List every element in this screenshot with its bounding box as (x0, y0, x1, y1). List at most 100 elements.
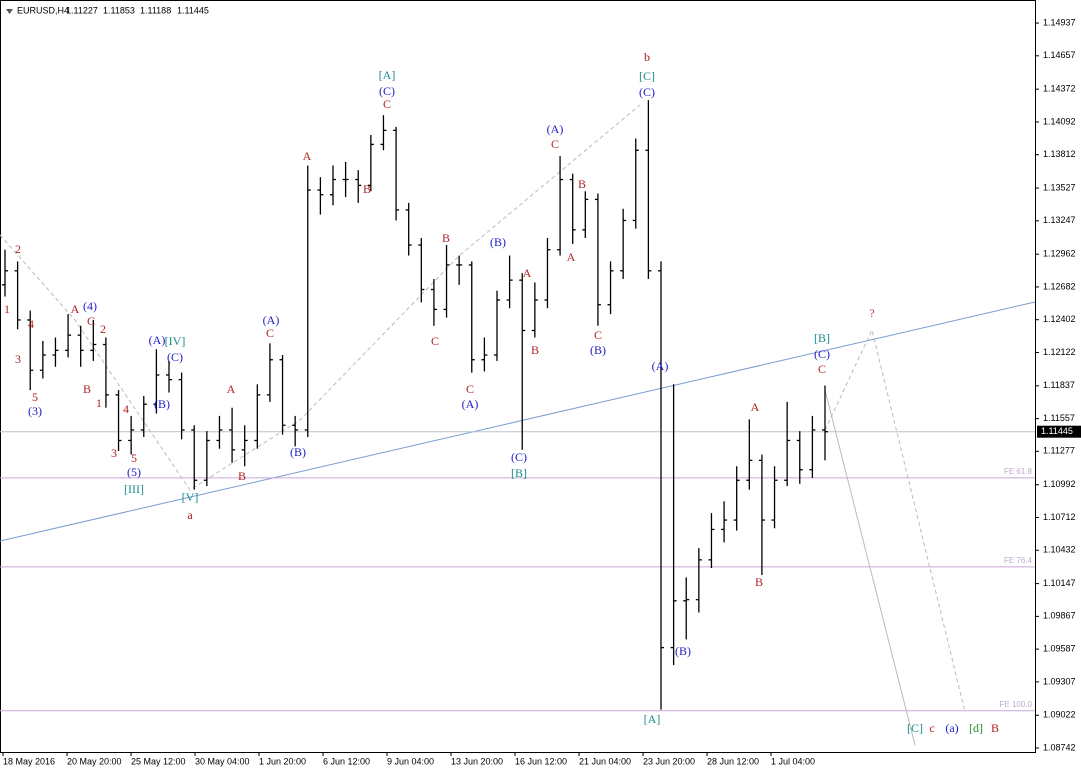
menu-arrow[interactable] (6, 9, 13, 14)
wave-label: 3 (111, 446, 117, 460)
y-tick-label: 1.08742 (1043, 742, 1076, 752)
wave-label: (A) (149, 333, 166, 347)
wave-label: (B) (490, 235, 506, 249)
y-tick-label: 1.10432 (1043, 545, 1076, 555)
wave-label: (3) (28, 404, 42, 418)
fe-level-label: FE 100.0 (1000, 700, 1033, 709)
wave-label: 1 (96, 396, 102, 410)
wave-label: (B) (290, 445, 306, 459)
wave-label: [B] (511, 466, 527, 480)
y-tick-label: 1.09867 (1043, 611, 1076, 621)
wave-label: C (266, 326, 274, 340)
wave-label: A (751, 400, 760, 414)
x-tick-label: 21 Jun 04:00 (579, 756, 631, 766)
projection-line (824, 389, 916, 746)
wave-label: B (442, 231, 450, 245)
wave-label: (A) (263, 313, 280, 327)
x-tick-label: 18 May 2016 (3, 756, 55, 766)
wave-label: (B) (154, 397, 170, 411)
wave-label: B (83, 382, 91, 396)
wave-label: [d] (969, 721, 983, 735)
wave-label: B (363, 182, 371, 196)
trend-line (0, 301, 1036, 542)
y-tick-label: 1.13812 (1043, 149, 1076, 159)
wave-dashed-line (0, 104, 641, 491)
x-tick-label: 13 Jun 20:00 (451, 756, 503, 766)
wave-label: [C] (639, 69, 655, 83)
wave-label: 5 (32, 390, 38, 404)
y-tick-label: 1.11277 (1043, 446, 1075, 456)
wave-label: (C) (167, 350, 183, 364)
projection-dashed-line (824, 328, 966, 713)
y-tick-label: 1.09022 (1043, 710, 1076, 720)
wave-label: (C) (814, 347, 830, 361)
x-tick-label: 1 Jul 04:00 (771, 756, 815, 766)
wave-label: C (818, 362, 826, 376)
y-tick-label: 1.10147 (1043, 578, 1076, 588)
y-tick-label: 1.09587 (1043, 644, 1076, 654)
symbol-title: EURUSD,H4 (17, 5, 69, 15)
y-tick-label: 1.13527 (1043, 182, 1076, 192)
wave-label: B (531, 343, 539, 357)
y-tick-label: 1.14657 (1043, 50, 1076, 60)
y-tick-label: 1.13247 (1043, 215, 1076, 225)
wave-label: 4 (28, 317, 34, 331)
wave-label: A (523, 266, 532, 280)
y-tick-label: 1.11837 (1043, 380, 1075, 390)
wave-label: 3 (15, 352, 21, 366)
x-tick-label: 16 Jun 12:00 (515, 756, 567, 766)
wave-label: A (567, 250, 576, 264)
wave-label: [IV] (165, 334, 186, 348)
wave-label: C (551, 137, 559, 151)
wave-label: (C) (379, 84, 395, 98)
x-tick-label: 6 Jun 12:00 (323, 756, 370, 766)
wave-label: C (383, 97, 391, 111)
wave-label: (5) (127, 465, 141, 479)
wave-label: [A] (644, 712, 661, 726)
wave-label: [V] (182, 490, 199, 504)
y-tick-label: 1.14092 (1043, 116, 1076, 126)
wave-label: A (227, 382, 236, 396)
wave-label: 5 (131, 451, 137, 465)
wave-label: (A) (652, 359, 669, 373)
wave-label: (A) (462, 397, 479, 411)
wave-label: C (87, 314, 95, 328)
wave-label: c (929, 721, 934, 735)
wave-label: (C) (511, 450, 527, 464)
wave-label: B (578, 177, 586, 191)
y-tick-label: 1.12402 (1043, 314, 1076, 324)
last-price-label: 1.11445 (1041, 426, 1073, 436)
x-tick-label: 25 May 12:00 (131, 756, 186, 766)
wave-label: C (431, 334, 439, 348)
x-tick-label: 23 Jun 20:00 (643, 756, 695, 766)
wave-label: [III] (124, 482, 144, 496)
header-value: 1.11188 (140, 5, 171, 15)
wave-label: a (187, 508, 193, 522)
x-tick-label: 9 Jun 04:00 (387, 756, 434, 766)
wave-label: B (755, 575, 763, 589)
wave-label: 4 (123, 402, 129, 416)
y-tick-label: 1.12122 (1043, 347, 1076, 357)
wave-label: (B) (590, 343, 606, 357)
y-tick-label: 1.12682 (1043, 281, 1076, 291)
y-tick-label: 1.11557 (1043, 413, 1075, 423)
wave-label: 1 (4, 302, 10, 316)
wave-label: A (71, 302, 80, 316)
y-tick-label: 1.14372 (1043, 84, 1076, 94)
wave-label: (a) (945, 721, 958, 735)
wave-label: 2 (15, 242, 21, 256)
wave-label: C (594, 328, 602, 342)
wave-label: A (303, 149, 312, 163)
wave-label: ? (869, 306, 874, 320)
y-tick-label: 1.10712 (1043, 512, 1076, 522)
x-tick-label: 1 Jun 20:00 (259, 756, 306, 766)
wave-label: [B] (814, 331, 830, 345)
y-tick-label: 1.10992 (1043, 479, 1076, 489)
wave-label: [A] (379, 68, 396, 82)
wave-label: C (466, 382, 474, 396)
wave-label: B (991, 721, 999, 735)
x-tick-label: 20 May 20:00 (67, 756, 122, 766)
